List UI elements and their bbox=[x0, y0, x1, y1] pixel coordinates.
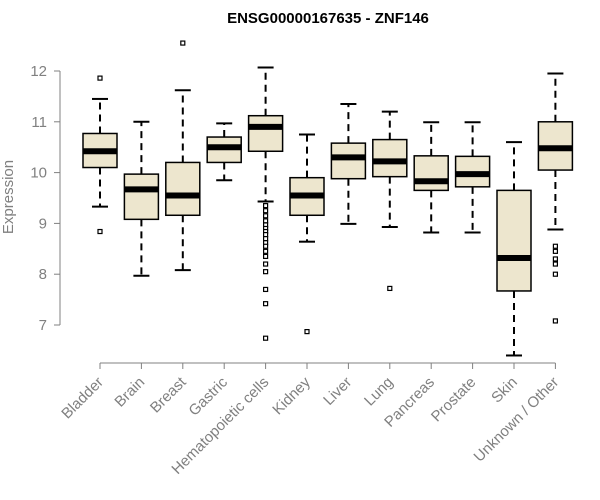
outlier-point bbox=[263, 301, 269, 307]
outlier-point bbox=[180, 40, 186, 46]
iqr-box bbox=[123, 173, 160, 221]
y-tick-label: 12 bbox=[30, 63, 47, 80]
x-tick-label: Skin bbox=[488, 374, 521, 407]
outlier-point bbox=[263, 213, 269, 219]
outlier-point bbox=[552, 248, 559, 254]
outlier-point bbox=[97, 228, 103, 235]
outlier-point bbox=[97, 75, 103, 81]
x-tick-label: Kidney bbox=[269, 373, 314, 418]
y-tick-label: 8 bbox=[39, 266, 47, 283]
box-liver bbox=[330, 103, 367, 225]
outlier-point bbox=[263, 286, 269, 293]
box-breast bbox=[165, 40, 201, 272]
outlier-point bbox=[263, 231, 269, 238]
box-bladder bbox=[82, 75, 118, 235]
outlier-point bbox=[552, 256, 559, 262]
y-tick-label: 10 bbox=[30, 165, 47, 182]
box-hematopoietic-cells bbox=[247, 66, 284, 341]
x-tick-label: Liver bbox=[320, 374, 355, 409]
iqr-box bbox=[165, 161, 201, 217]
outlier-point bbox=[263, 208, 269, 214]
outlier-point bbox=[263, 335, 269, 341]
outlier-point bbox=[552, 318, 559, 324]
iqr-box bbox=[496, 189, 532, 292]
box-brain bbox=[123, 120, 160, 277]
iqr-box bbox=[330, 142, 367, 180]
outlier-point bbox=[263, 236, 269, 242]
outlier-point bbox=[387, 285, 393, 292]
iqr-box bbox=[247, 114, 284, 153]
box-kidney bbox=[289, 133, 325, 335]
iqr-box bbox=[372, 138, 408, 178]
outlier-point bbox=[263, 248, 269, 254]
y-axis: 7 8 9 10 11 12 bbox=[30, 63, 61, 334]
outlier-point bbox=[552, 261, 559, 267]
x-tick-label: Prostate bbox=[428, 374, 480, 426]
outlier-point bbox=[263, 203, 269, 209]
box-lung bbox=[372, 110, 408, 292]
box-skin bbox=[496, 141, 532, 357]
y-tick-label: 9 bbox=[39, 215, 47, 232]
y-tick-label: 11 bbox=[31, 114, 47, 131]
box-pancreas bbox=[413, 121, 449, 234]
x-tick-label: Brain bbox=[111, 374, 148, 411]
outlier-point bbox=[552, 243, 559, 249]
iqr-box bbox=[413, 155, 449, 192]
chart-title: ENSG00000167635 - ZNF146 bbox=[227, 10, 429, 27]
outlier-point bbox=[263, 261, 269, 267]
outlier-point bbox=[263, 218, 269, 224]
x-tick-label: Breast bbox=[147, 373, 190, 416]
outlier-point bbox=[263, 253, 269, 260]
box-prostate bbox=[454, 121, 491, 234]
boxes-group bbox=[82, 40, 574, 357]
box-unknown-other bbox=[537, 72, 574, 324]
y-tick-label: 7 bbox=[39, 317, 47, 334]
outlier-point bbox=[304, 329, 310, 335]
y-axis-label: Expression bbox=[0, 160, 17, 234]
x-tick-label: Bladder bbox=[58, 374, 107, 423]
box-gastric bbox=[206, 122, 242, 182]
outlier-point bbox=[263, 243, 269, 249]
outlier-point bbox=[263, 269, 269, 275]
x-tick-label: Lung bbox=[361, 374, 397, 410]
outlier-point bbox=[552, 271, 559, 277]
